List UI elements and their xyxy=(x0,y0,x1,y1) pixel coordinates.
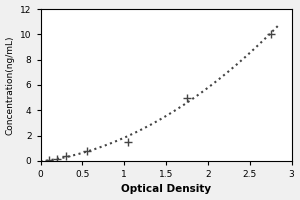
X-axis label: Optical Density: Optical Density xyxy=(121,184,211,194)
Y-axis label: Concentration(ng/mL): Concentration(ng/mL) xyxy=(6,35,15,135)
